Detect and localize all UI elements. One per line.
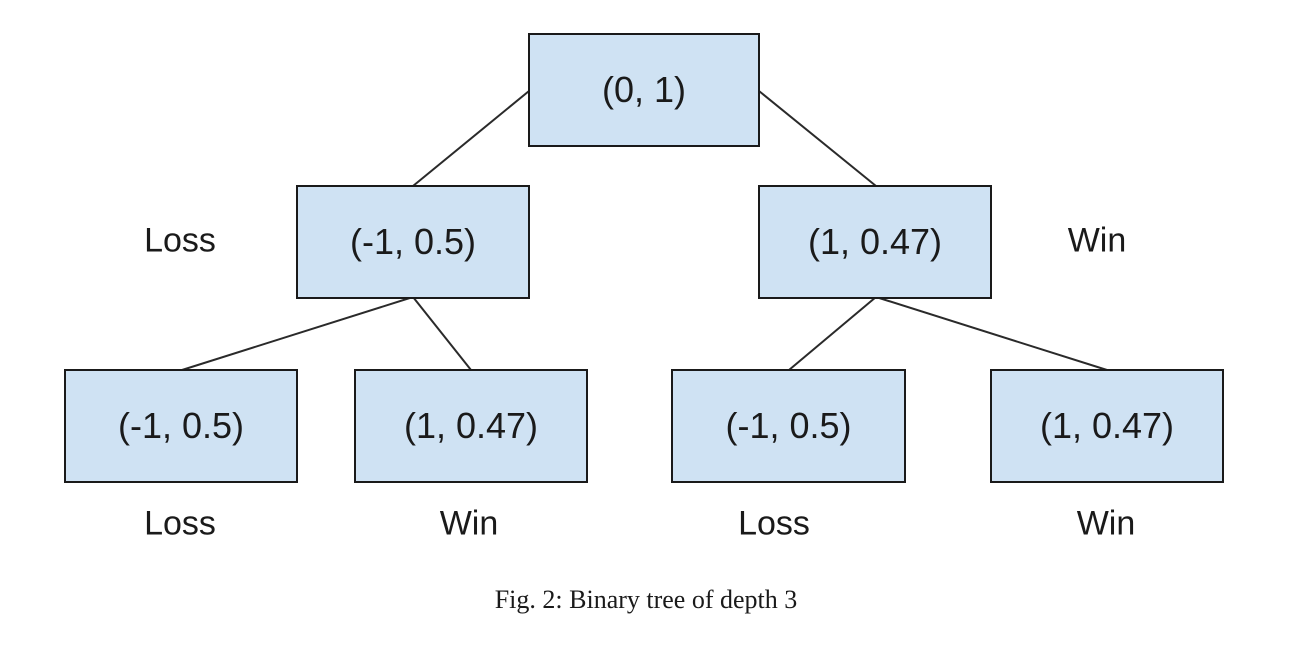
node-value: (1, 0.47) xyxy=(807,221,943,262)
node-value: (-1, 0.5) xyxy=(349,221,477,262)
node-value: (-1, 0.5) xyxy=(725,405,852,446)
edge-left-to-ll xyxy=(181,296,414,371)
node-value: (-1, 0.5) xyxy=(117,405,245,446)
tree-node-root: (0, 1) xyxy=(528,33,760,147)
edge-root-to-right xyxy=(758,90,877,187)
edge-root-to-left xyxy=(412,90,530,187)
outcome-label-right: Win xyxy=(1067,221,1127,260)
outcome-label-right-left: Loss xyxy=(738,504,810,543)
edge-right-to-rl xyxy=(788,296,877,371)
outcome-label-left: Loss xyxy=(144,221,216,260)
node-value: (1, 0.47) xyxy=(1039,405,1175,446)
outcome-label-right-right: Win xyxy=(1076,504,1136,543)
tree-node-left: (-1, 0.5) xyxy=(296,185,530,299)
tree-node-right-right: (1, 0.47) xyxy=(990,369,1224,483)
node-value: (1, 0.47) xyxy=(403,405,539,446)
edge-left-to-lr xyxy=(412,296,472,371)
outcome-label-left-right: Win xyxy=(439,504,499,543)
figure-caption: Fig. 2: Binary tree of depth 3 xyxy=(494,585,798,614)
tree-node-right: (1, 0.47) xyxy=(758,185,992,299)
node-value: (0, 1) xyxy=(601,69,687,110)
outcome-label-left-left: Loss xyxy=(144,504,216,543)
tree-node-left-left: (-1, 0.5) xyxy=(64,369,298,483)
tree-node-right-left: (-1, 0.5) xyxy=(671,369,906,483)
edge-right-to-rr xyxy=(875,296,1108,371)
tree-node-left-right: (1, 0.47) xyxy=(354,369,588,483)
